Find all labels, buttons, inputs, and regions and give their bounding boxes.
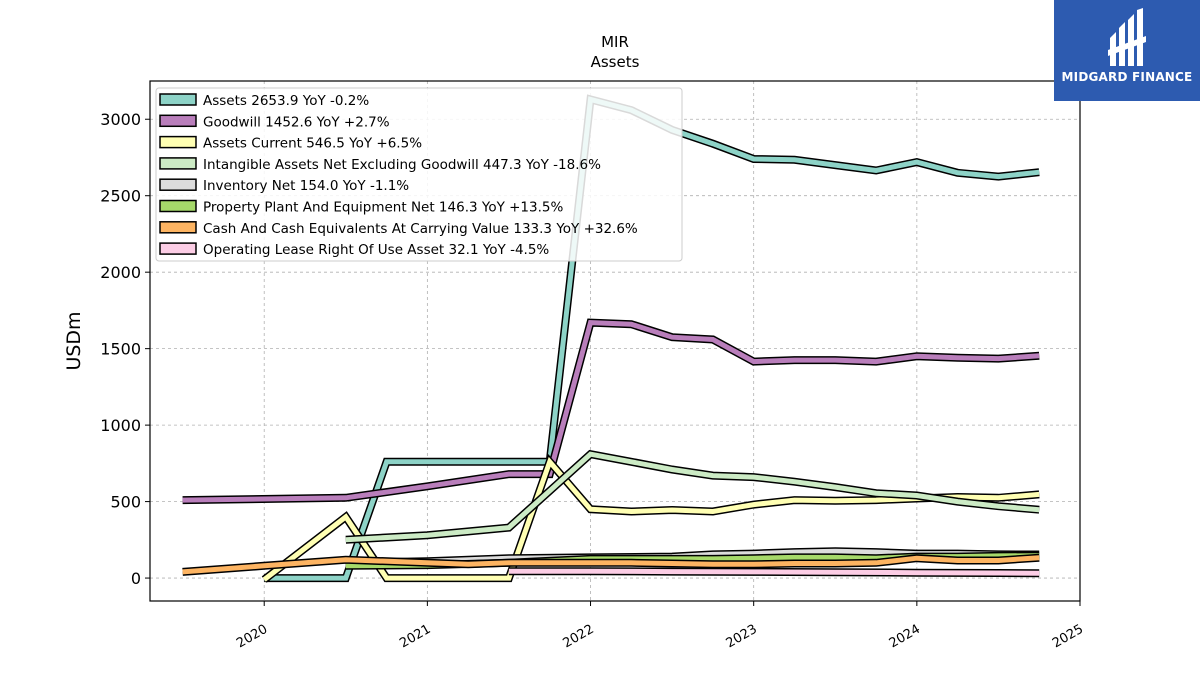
x-tick-label: 2020 — [234, 622, 270, 652]
series-cash-and-cash-equivalents-at-carrying-value — [182, 553, 1040, 576]
legend-label: Intangible Assets Net Excluding Goodwill… — [203, 157, 601, 173]
series-line — [182, 555, 1040, 575]
brand-logo: MIDGARD FINANCE — [1054, 0, 1200, 101]
legend-label: Goodwill 1452.6 YoY +2.7% — [203, 114, 390, 130]
series-line — [264, 96, 1040, 581]
y-tick-label: 1000 — [100, 416, 141, 435]
legend-item: Inventory Net 154.0 YoY -1.1% — [159, 178, 409, 194]
legend-swatch — [159, 242, 197, 255]
legend-swatch — [159, 178, 197, 191]
legend-item: Goodwill 1452.6 YoY +2.7% — [159, 114, 390, 130]
legend-box — [155, 87, 683, 262]
series-outline — [182, 318, 1040, 505]
x-tick-label: 2022 — [560, 622, 596, 652]
legend-swatch — [159, 114, 197, 128]
series-operating-lease-right-of-use-asset — [508, 567, 1040, 578]
legend-item: Cash And Cash Equivalents At Carrying Va… — [159, 221, 638, 237]
series-line — [182, 320, 1040, 503]
legend-swatch — [159, 93, 197, 106]
series-line — [345, 451, 1040, 543]
legend-swatch — [159, 135, 197, 149]
legend-label: Property Plant And Equipment Net 146.3 Y… — [203, 200, 563, 216]
x-tick-label: 2023 — [724, 622, 760, 652]
series-layer — [182, 94, 1040, 583]
y-tick-label: 1500 — [100, 340, 141, 359]
chart-subtitle: Assets — [591, 53, 640, 71]
y-tick-label: 2000 — [100, 263, 141, 282]
legend-item: Intangible Assets Net Excluding Goodwill… — [159, 157, 601, 173]
y-tick-label: 2500 — [100, 187, 141, 206]
legend-item: Operating Lease Right Of Use Asset 32.1 … — [159, 242, 549, 258]
y-tick-label: 3000 — [100, 110, 141, 129]
x-tick-label: 2025 — [1050, 622, 1086, 652]
legend-swatch — [159, 221, 197, 234]
plot-frame — [149, 80, 1081, 602]
series-goodwill — [182, 318, 1040, 505]
legend-label: Inventory Net 154.0 YoY -1.1% — [203, 178, 409, 194]
logo-mark-icon — [1108, 8, 1146, 66]
series-assets — [264, 94, 1040, 583]
chart-title: MIR — [601, 33, 629, 51]
legend-label: Operating Lease Right Of Use Asset 32.1 … — [203, 242, 549, 258]
x-tick-label: 2021 — [397, 622, 433, 652]
y-tick-label: 500 — [110, 493, 141, 512]
y-tick-label: 0 — [131, 569, 141, 588]
legend-item: Property Plant And Equipment Net 146.3 Y… — [159, 199, 563, 216]
legend-swatch — [159, 157, 197, 170]
legend-item: Assets Current 546.5 YoY +6.5% — [159, 135, 422, 152]
legend-label: Cash And Cash Equivalents At Carrying Va… — [203, 221, 638, 237]
legend: Assets 2653.9 YoY -0.2% Goodwill 1452.6 Y… — [155, 87, 683, 262]
series-intangible-assets-net-excluding-goodwill — [345, 449, 1040, 544]
legend-item: Assets 2653.9 YoY -0.2% — [159, 93, 369, 109]
x-tick-label: 2024 — [887, 622, 923, 652]
legend-label: Assets Current 546.5 YoY +6.5% — [203, 136, 422, 152]
legend-label: Assets 2653.9 YoY -0.2% — [203, 93, 369, 109]
logo-text: MIDGARD FINANCE — [1061, 70, 1193, 84]
series-line — [508, 568, 1040, 576]
legend-swatch — [159, 199, 197, 213]
y-axis-label: USDm — [63, 311, 85, 370]
